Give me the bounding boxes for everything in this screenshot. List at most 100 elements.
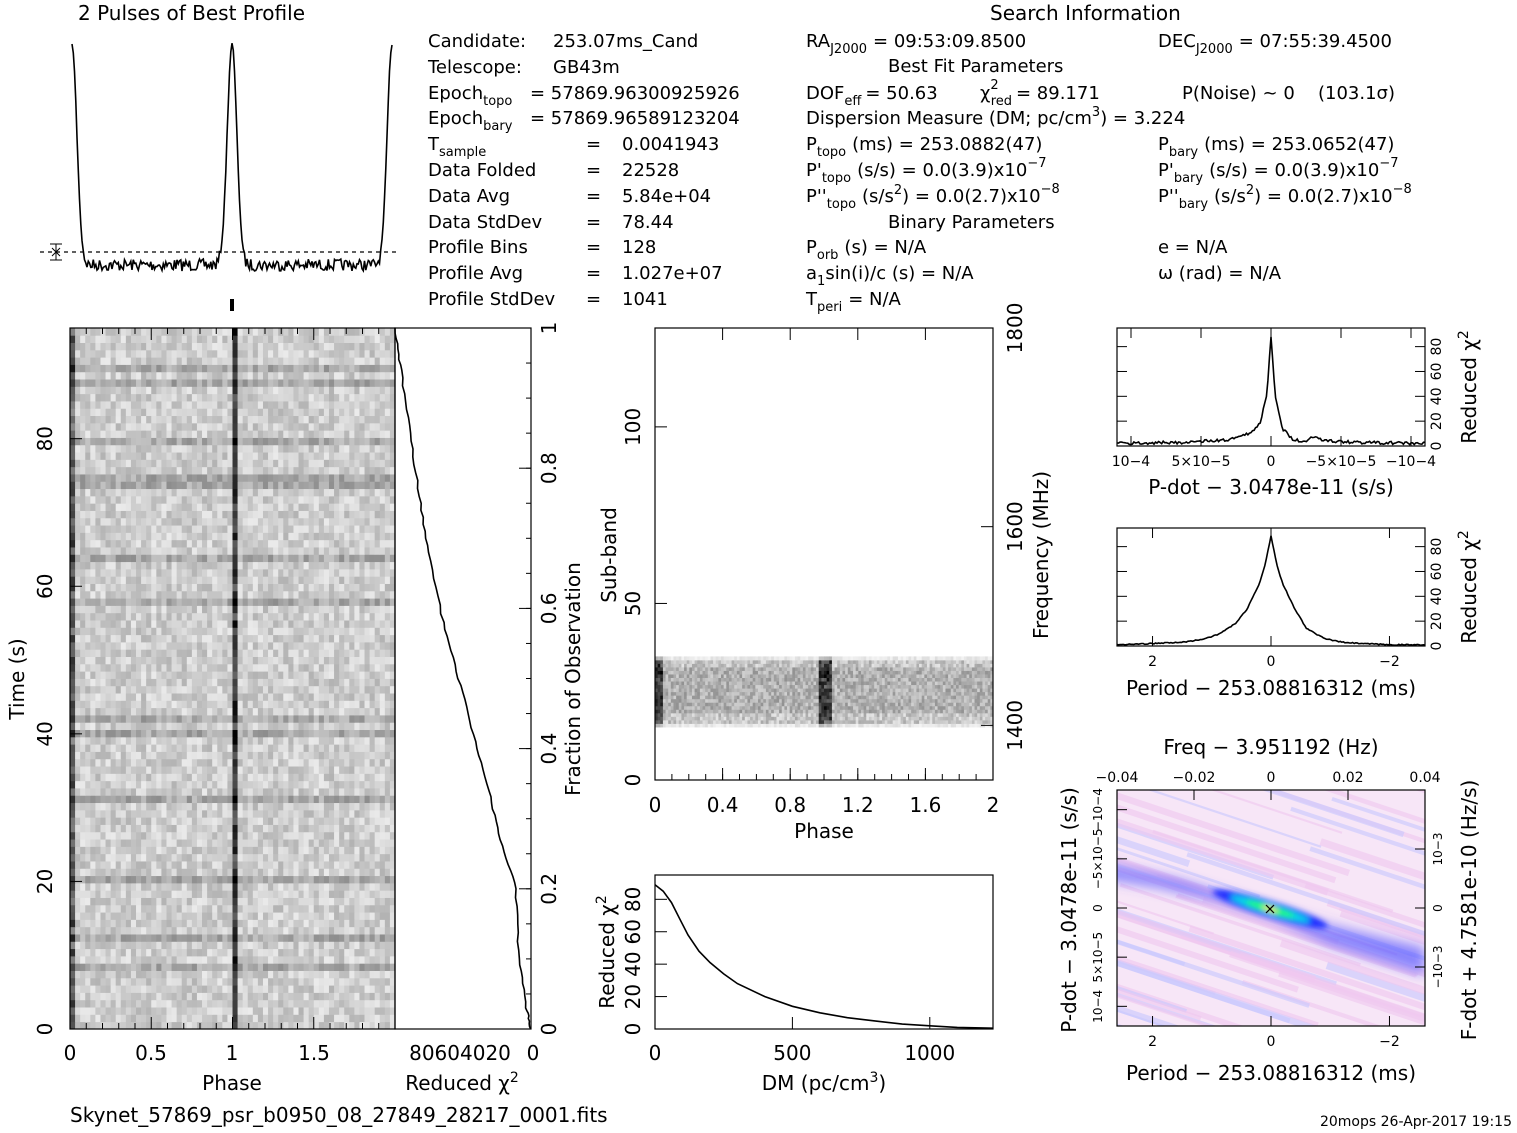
tp-cell xyxy=(161,612,167,621)
tp-cell xyxy=(354,554,360,563)
tp-cell xyxy=(125,817,132,825)
tp-cell xyxy=(141,495,147,504)
tp-cell xyxy=(247,1021,254,1030)
tp-cell xyxy=(166,875,172,884)
tp-cell xyxy=(242,817,249,825)
tp-cell xyxy=(303,992,310,1001)
tp-cell xyxy=(120,817,127,825)
tp-cell xyxy=(136,758,142,767)
tp-cell xyxy=(318,693,325,701)
tp-cell xyxy=(273,715,279,723)
tp-cell xyxy=(176,598,183,606)
tp-cell xyxy=(298,466,304,475)
tp-cell xyxy=(237,955,244,964)
epoch-topo-value: = 57869.96300925926 xyxy=(530,83,740,104)
tp-cell xyxy=(146,495,152,504)
tp-cell xyxy=(303,612,310,621)
tp-cell xyxy=(237,503,244,511)
tp-cell xyxy=(181,722,188,731)
tp-cell xyxy=(384,758,391,767)
tp-cell xyxy=(379,466,386,475)
tp-cell xyxy=(328,715,335,723)
tp-cell xyxy=(171,634,178,643)
tp-cell xyxy=(202,481,208,490)
tp-cell xyxy=(212,941,218,950)
tp-cell xyxy=(389,656,396,665)
tp-cell xyxy=(196,729,203,738)
tp-cell xyxy=(75,970,81,979)
tp-cell xyxy=(242,970,249,979)
tp-cell xyxy=(369,977,376,986)
tp-cell xyxy=(242,561,249,570)
tp-cell xyxy=(389,474,396,482)
tp-cell xyxy=(171,868,178,877)
tp-cell xyxy=(171,780,178,789)
tp-cell xyxy=(202,539,208,548)
tp-cell xyxy=(293,758,299,767)
tp-cell xyxy=(70,495,76,504)
tp-cell xyxy=(349,773,355,782)
tp-cell xyxy=(268,503,274,511)
tp-cell xyxy=(278,795,284,804)
tp-cell xyxy=(323,963,330,971)
tp-cell xyxy=(298,766,304,774)
tp-cell xyxy=(293,722,299,731)
tp-cell xyxy=(268,773,274,782)
tp-cell xyxy=(136,722,142,731)
tp-cell xyxy=(156,685,162,694)
tp-cell xyxy=(151,503,157,511)
tp-cell xyxy=(191,831,198,840)
tp-cell xyxy=(293,926,299,935)
tp-cell xyxy=(141,882,147,891)
tp-cell xyxy=(354,736,360,745)
tp-cell xyxy=(313,809,320,818)
tp-cell xyxy=(95,561,101,570)
tp-cell xyxy=(257,707,264,716)
tp-cell xyxy=(176,488,183,497)
tp-cell xyxy=(85,715,91,723)
tp-cell xyxy=(308,912,315,920)
tp-cell xyxy=(252,861,259,869)
tp-cell xyxy=(237,1007,244,1015)
tp-cell xyxy=(247,525,254,533)
tp-cell xyxy=(293,503,299,511)
tp-cell xyxy=(95,977,101,986)
tp-cell xyxy=(176,802,183,811)
tp-cell xyxy=(242,1021,249,1030)
tp-cell xyxy=(141,532,147,541)
tp-cell xyxy=(191,671,198,679)
tp-cell xyxy=(95,802,101,811)
tp-cell xyxy=(364,846,371,855)
tp-cell xyxy=(166,904,172,913)
tp-cell xyxy=(384,897,391,906)
tp-cell xyxy=(318,999,325,1008)
tp-cell xyxy=(237,985,244,993)
tp-cell xyxy=(252,817,259,825)
tp-cell xyxy=(217,919,223,928)
tp-cell xyxy=(105,466,112,475)
tp-cell xyxy=(384,934,391,942)
tp-cell xyxy=(120,736,127,745)
tp-cell xyxy=(273,722,279,731)
tp-cell xyxy=(130,693,137,701)
tp-cell xyxy=(384,919,391,928)
tp-cell xyxy=(80,568,86,577)
tp-cell xyxy=(359,590,365,599)
tp-cell xyxy=(278,999,284,1008)
tp-cell xyxy=(242,882,249,891)
tp-cell xyxy=(369,517,376,526)
tp-cell xyxy=(171,598,178,606)
tp-cell xyxy=(323,970,330,979)
tp-cell xyxy=(303,568,310,577)
tp-cell xyxy=(95,641,101,650)
tp-cell xyxy=(339,671,345,679)
tp-cell xyxy=(262,671,269,679)
tp-cell xyxy=(364,693,371,701)
tp-cell xyxy=(146,853,152,862)
tp-cell xyxy=(288,568,294,577)
tp-cell xyxy=(176,707,183,716)
tp-cell xyxy=(374,861,381,869)
tp-cell xyxy=(136,605,142,614)
tp-cell xyxy=(146,970,152,979)
tp-cell xyxy=(100,568,106,577)
